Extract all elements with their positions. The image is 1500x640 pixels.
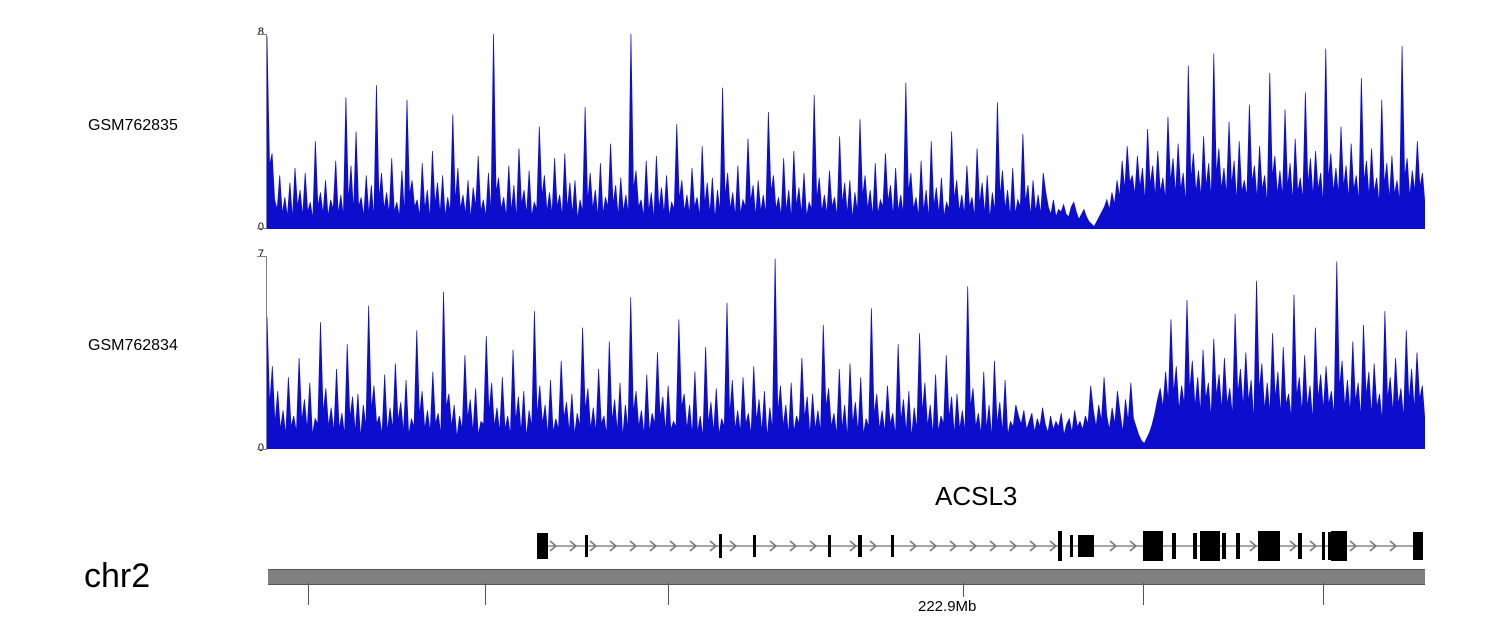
scale-tick: [1143, 583, 1144, 605]
signal-track-gsm762835[interactable]: [267, 34, 1425, 229]
gene-exon: [858, 535, 862, 557]
scale-tick: [485, 583, 486, 605]
track-label-gsm762835: GSM762835: [88, 117, 178, 134]
signal-track-gsm762834[interactable]: [267, 256, 1425, 449]
gene-exon: [585, 535, 588, 557]
scale-position-label: 222.9Mb: [918, 598, 977, 615]
gene-exon: [753, 535, 756, 557]
gene-exon: [1413, 532, 1423, 560]
scale-tick: [1323, 583, 1324, 605]
track1-axis-max: 8: [257, 26, 264, 38]
gene-exon: [1328, 532, 1331, 560]
scale-tick: [963, 583, 964, 597]
gene-exon: [828, 535, 831, 557]
gene-exon: [1236, 533, 1240, 559]
track1-y-axis: [266, 34, 267, 229]
gene-exon: [1078, 535, 1094, 557]
gene-exon: [1331, 531, 1347, 561]
track1-axis-min: 0: [257, 221, 264, 233]
gene-annotation-track[interactable]: [0, 518, 1500, 576]
gene-exon: [1200, 531, 1220, 561]
track2-y-axis: [266, 256, 267, 450]
gene-exon: [1070, 535, 1073, 557]
track2-tick-min: [257, 449, 266, 450]
gene-exon: [1143, 531, 1163, 561]
gene-exon: [1058, 531, 1062, 561]
chromosome-label: chr2: [84, 557, 151, 595]
gene-exon: [1322, 532, 1325, 560]
gene-exon: [1258, 531, 1280, 561]
scale-tick: [308, 583, 309, 605]
gene-name-label[interactable]: ACSL3: [935, 481, 1018, 511]
gene-model-svg: [537, 531, 1423, 561]
gene-exon: [1172, 533, 1176, 559]
ideogram-bar[interactable]: [268, 569, 1425, 585]
gene-exon: [891, 535, 894, 557]
scale-tick: [668, 583, 669, 605]
gene-exon: [719, 534, 722, 558]
gene-exon: [1298, 533, 1302, 559]
track1-tick-min: [257, 228, 266, 229]
track2-axis-min: 0: [257, 442, 264, 454]
track2-axis-max: 7: [257, 248, 264, 260]
track1-tick-max: [257, 34, 266, 35]
track-label-gsm762834: GSM762834: [88, 337, 178, 354]
gene-exon: [1193, 533, 1197, 559]
gene-exon: [537, 533, 548, 559]
gene-exon: [1222, 533, 1226, 559]
track2-tick-max: [257, 256, 266, 257]
